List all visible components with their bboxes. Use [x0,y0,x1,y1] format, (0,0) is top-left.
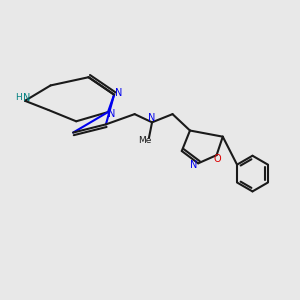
Text: N: N [115,88,122,98]
Text: N: N [23,93,30,103]
Text: H: H [15,93,22,102]
Text: N: N [190,160,198,170]
Text: Me: Me [138,136,151,145]
Text: O: O [214,154,222,164]
Text: N: N [109,109,116,119]
Text: N: N [148,113,156,123]
